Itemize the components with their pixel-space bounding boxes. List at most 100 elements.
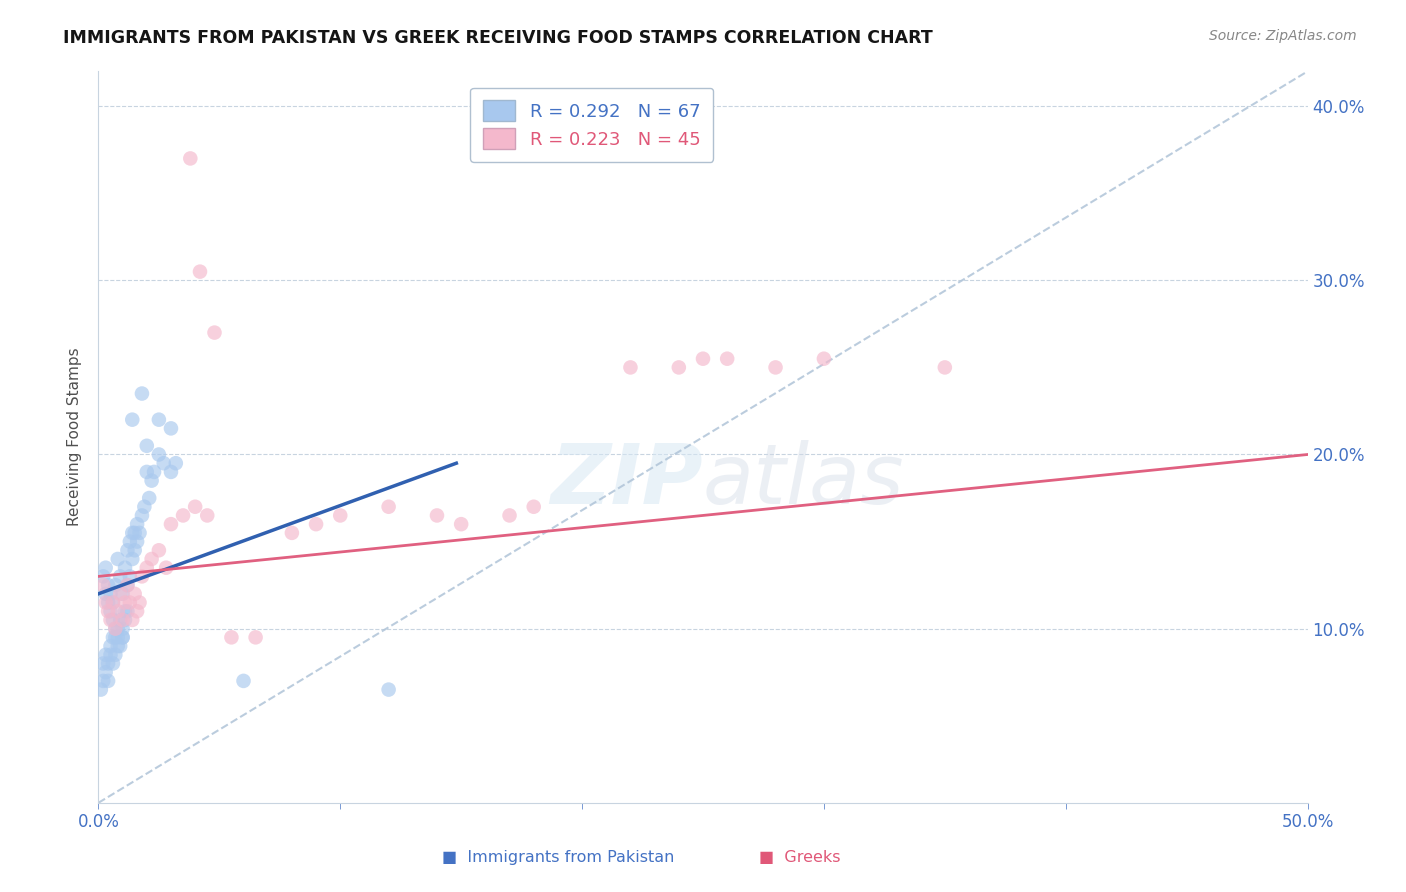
Point [135,439,157,453]
Point [155,560,177,574]
Point [108,587,131,601]
Point [160,465,183,479]
Point [692,351,714,366]
Point [148,448,170,462]
Point [117,578,139,592]
Point [179,152,201,166]
Point [377,682,399,697]
Point [934,360,956,375]
Point [128,525,150,540]
Text: Source: ZipAtlas.com: Source: ZipAtlas.com [1209,29,1357,44]
Point [716,351,738,366]
Point [107,639,129,653]
Point [108,639,131,653]
Point [148,543,170,558]
Point [450,517,472,532]
Point [114,604,136,618]
Point [160,517,183,532]
Point [281,525,304,540]
Point [141,474,163,488]
Point [124,525,146,540]
Point [138,491,160,505]
Point [668,360,690,375]
Point [101,657,124,671]
Point [329,508,352,523]
Point [135,465,157,479]
Point [188,265,211,279]
Point [305,517,328,532]
Point [619,360,641,375]
Point [117,543,139,558]
Point [124,587,146,601]
Point [97,604,120,618]
Point [111,613,134,627]
Point [97,578,120,592]
Point [127,604,149,618]
Text: atlas: atlas [703,441,904,522]
Text: ■  Greeks: ■ Greeks [759,850,841,865]
Y-axis label: Receiving Food Stamps: Receiving Food Stamps [67,348,83,526]
Legend: R = 0.292   N = 67, R = 0.223   N = 45: R = 0.292 N = 67, R = 0.223 N = 45 [470,87,713,162]
Point [111,622,134,636]
Point [127,534,149,549]
Point [111,587,134,601]
Point [114,595,136,609]
Point [114,613,136,627]
Point [91,569,114,583]
Point [134,500,156,514]
Point [101,595,124,609]
Point [94,648,117,662]
Point [101,613,124,627]
Point [131,386,153,401]
Point [128,595,150,609]
Point [91,657,114,671]
Point [107,552,129,566]
Point [160,421,183,435]
Point [143,465,166,479]
Point [100,639,122,653]
Point [498,508,520,523]
Point [152,456,174,470]
Point [100,613,122,627]
Point [426,508,449,523]
Point [104,622,127,636]
Point [104,578,127,592]
Point [377,500,399,514]
Point [101,631,124,645]
Point [121,412,143,426]
Point [765,360,787,375]
Text: IMMIGRANTS FROM PAKISTAN VS GREEK RECEIVING FOOD STAMPS CORRELATION CHART: IMMIGRANTS FROM PAKISTAN VS GREEK RECEIV… [63,29,934,47]
Point [135,560,157,574]
Point [121,552,143,566]
Point [91,578,114,592]
Point [118,569,141,583]
Point [245,631,267,645]
Point [813,351,835,366]
Point [107,604,129,618]
Point [104,622,127,636]
Point [172,508,194,523]
Point [97,595,120,609]
Point [124,543,146,558]
Point [127,517,149,532]
Point [97,657,120,671]
Point [100,587,122,601]
Point [111,631,134,645]
Point [90,682,112,697]
Point [232,673,254,688]
Point [94,665,117,680]
Point [94,587,117,601]
Point [101,595,124,609]
Point [165,456,187,470]
Point [94,595,117,609]
Point [111,631,134,645]
Point [184,500,207,514]
Point [121,525,143,540]
Point [108,613,131,627]
Point [114,560,136,574]
Point [221,631,243,645]
Point [107,622,129,636]
Text: ZIP: ZIP [550,441,703,522]
Point [118,534,141,549]
Point [148,412,170,426]
